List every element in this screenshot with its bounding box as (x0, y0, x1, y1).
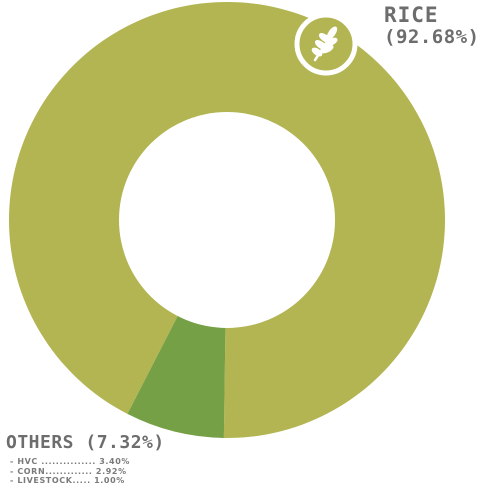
wheat-icon (294, 12, 358, 76)
rice-name: RICE (384, 3, 439, 27)
others-percent: (7.32%) (85, 432, 165, 453)
rice-label: RICE (92.68%) (384, 3, 480, 49)
others-title: OTHERS (7.32%) (6, 432, 165, 453)
others-item-corn: CORN............. 2.92% (10, 467, 165, 477)
rice-percent: (92.68%) (384, 26, 480, 49)
others-item-hvc: HVC ............... 3.40% (10, 457, 165, 467)
others-label: OTHERS (7.32%) HVC ............... 3.40%… (6, 432, 165, 486)
others-breakdown-list: HVC ............... 3.40% CORN..........… (6, 457, 165, 486)
others-name: OTHERS (6, 432, 75, 453)
others-item-livestock: LIVESTOCK..... 1.00% (10, 476, 165, 486)
donut-hole (119, 112, 335, 328)
